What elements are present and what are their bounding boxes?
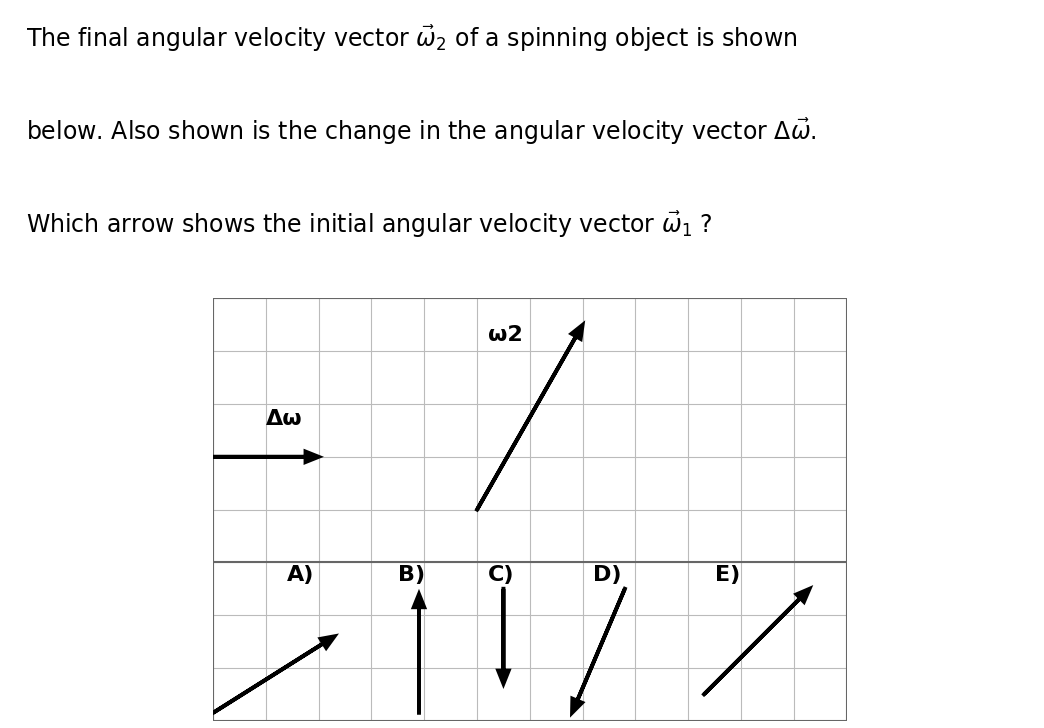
Text: ω2: ω2 [488, 325, 522, 344]
FancyArrow shape [213, 451, 318, 462]
Text: Δω: Δω [266, 409, 303, 429]
FancyArrow shape [572, 589, 625, 713]
Text: below. Also shown is the change in the angular velocity vector $\Delta\vec{\omeg: below. Also shown is the change in the a… [26, 116, 816, 147]
Text: D): D) [593, 565, 621, 585]
FancyArrow shape [704, 589, 809, 695]
Text: B): B) [398, 565, 425, 585]
FancyArrow shape [498, 589, 508, 684]
Text: The final angular velocity vector $\vec{\omega}_2$ of a spinning object is shown: The final angular velocity vector $\vec{… [26, 23, 798, 54]
FancyArrow shape [413, 594, 424, 713]
FancyArrow shape [477, 325, 583, 510]
Text: A): A) [287, 565, 314, 585]
Text: E): E) [714, 565, 740, 585]
Text: Which arrow shows the initial angular velocity vector $\vec{\omega}_1$ ?: Which arrow shows the initial angular ve… [26, 210, 713, 240]
Text: C): C) [488, 565, 514, 585]
FancyArrow shape [213, 636, 334, 713]
